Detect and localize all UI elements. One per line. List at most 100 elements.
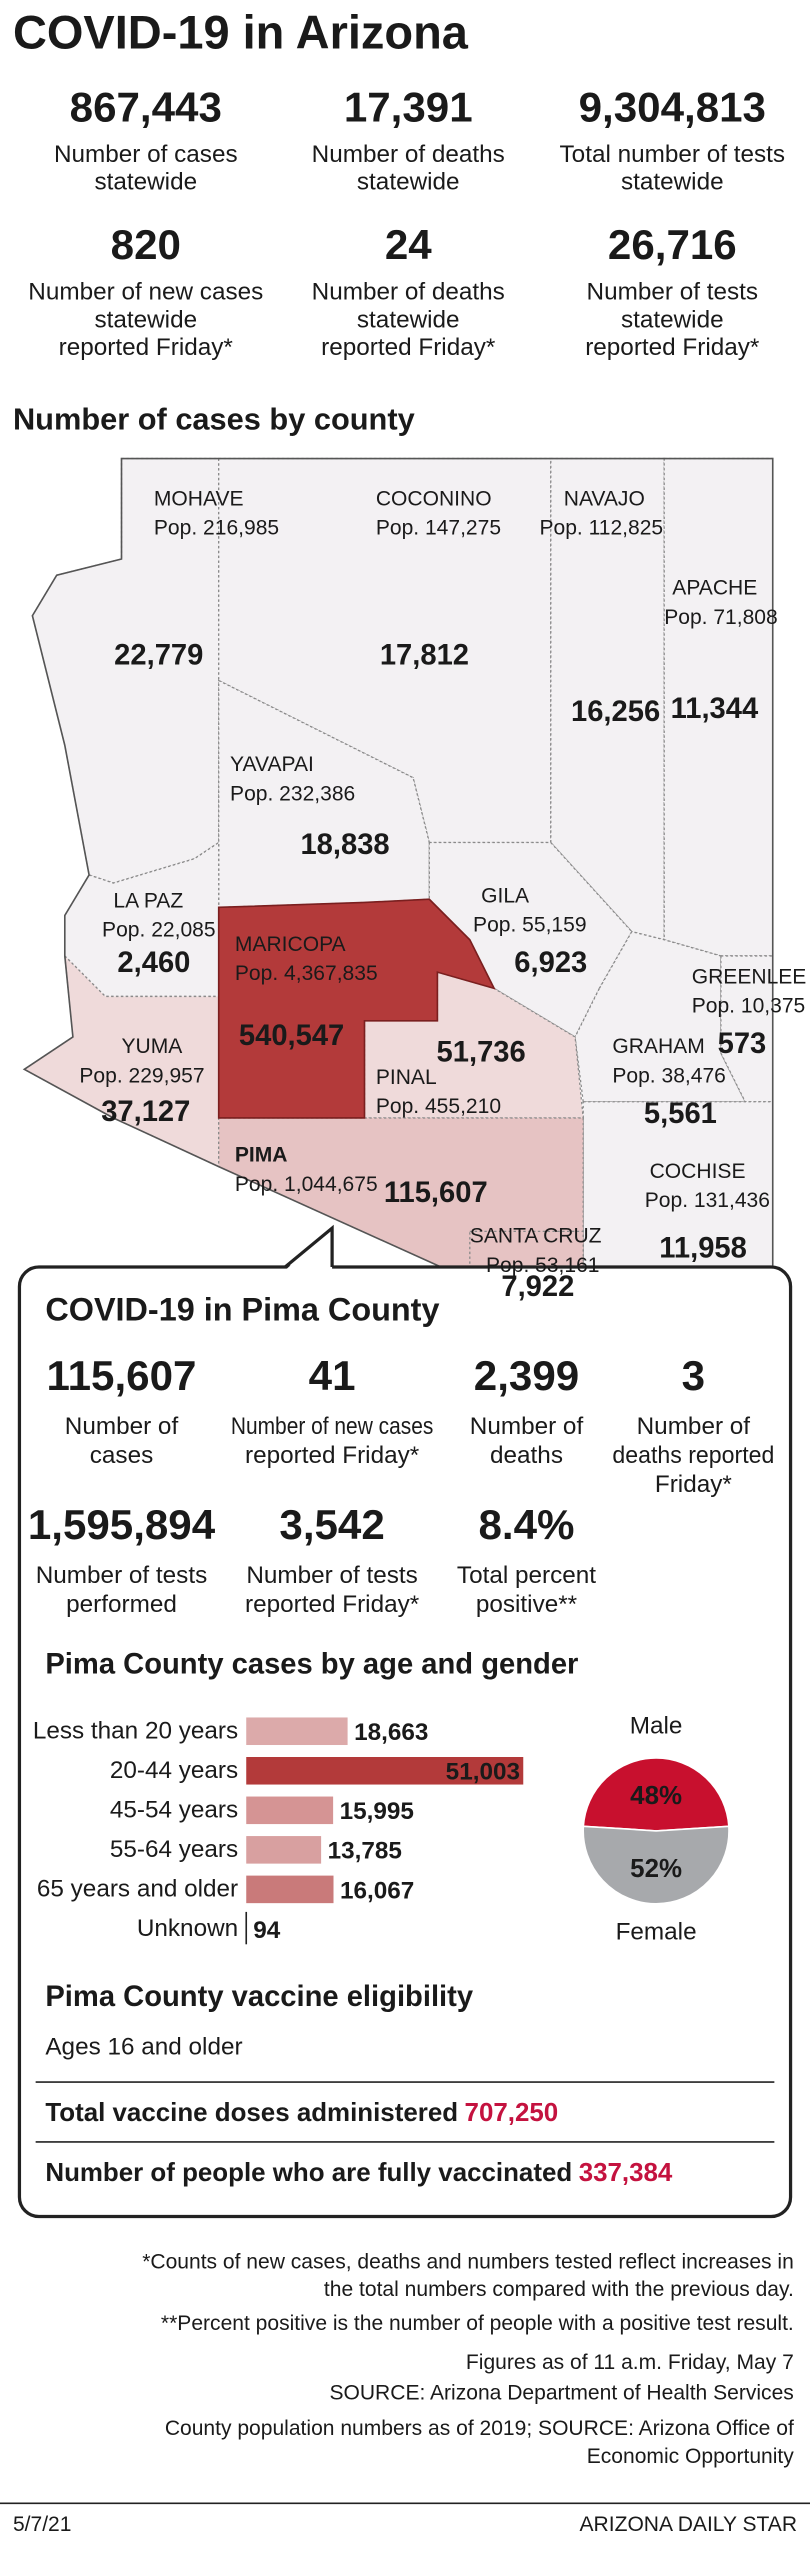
category-label: 65 years and older bbox=[37, 1876, 238, 1903]
value-label: 15,995 bbox=[340, 1798, 414, 1825]
stat-label: cases bbox=[90, 1442, 153, 1469]
footnote: *Counts of new cases, deaths and numbers… bbox=[142, 2250, 794, 2273]
county-population: Pop. 455,210 bbox=[376, 1095, 501, 1118]
county-name: GREENLEE bbox=[692, 965, 807, 988]
stat-value: 8.4% bbox=[479, 1501, 575, 1548]
county-shape bbox=[363, 971, 584, 1119]
county-name: APACHE bbox=[672, 577, 757, 600]
stat-label: Number of new cases bbox=[28, 279, 263, 306]
footnote: **Percent positive is the number of peop… bbox=[161, 2312, 794, 2335]
stat-label: Total percent bbox=[457, 1562, 596, 1589]
value-label: 51,003 bbox=[446, 1759, 520, 1786]
stat-label: statewide bbox=[94, 306, 197, 333]
stat-value: 3,542 bbox=[279, 1501, 384, 1548]
section-title: Pima County vaccine eligibility bbox=[45, 1981, 473, 2013]
stat-value: 41 bbox=[309, 1352, 356, 1399]
county-cases: 22,779 bbox=[114, 639, 203, 671]
stat-label: Number of bbox=[470, 1413, 584, 1440]
stat-value: 820 bbox=[111, 221, 181, 268]
panel-pointer-edge bbox=[284, 1224, 334, 1269]
category-label: 20-44 years bbox=[110, 1757, 238, 1784]
stat-label: Number of tests bbox=[587, 279, 758, 306]
stat-label: reported Friday* bbox=[321, 334, 496, 361]
footer-publisher: ARIZONA DAILY STAR bbox=[580, 2513, 798, 2536]
category-label: Unknown bbox=[137, 1915, 238, 1942]
bar bbox=[246, 1875, 334, 1904]
county-shape bbox=[582, 1101, 774, 1281]
category-label: 55-64 years bbox=[110, 1836, 238, 1863]
county-population: Pop. 229,957 bbox=[79, 1064, 204, 1087]
panel-box bbox=[17, 1265, 793, 2219]
page-title: COVID-19 in Arizona bbox=[13, 6, 469, 59]
county-name: YAVAPAI bbox=[230, 753, 314, 776]
county-cases: 115,607 bbox=[384, 1177, 488, 1209]
county-population: Pop. 10,375 bbox=[692, 995, 806, 1018]
county-cases: 540,547 bbox=[239, 1020, 344, 1052]
vaccine-label: Total vaccine doses administered bbox=[45, 2099, 458, 2127]
stat-label: Number of new cases bbox=[231, 1413, 434, 1440]
county-name: COCHISE bbox=[650, 1160, 746, 1183]
stat-label: Number of tests bbox=[246, 1562, 417, 1589]
chart-title: Pima County cases by age and gender bbox=[45, 1649, 578, 1681]
value-label: 94 bbox=[253, 1917, 281, 1944]
stat-label: Total number of tests bbox=[560, 141, 786, 168]
stat-label: deaths reported bbox=[612, 1442, 774, 1469]
stat-value: 867,443 bbox=[70, 84, 222, 131]
county-shape bbox=[31, 457, 220, 884]
county-population: Pop. 71,808 bbox=[664, 606, 778, 629]
vaccine-value: 337,384 bbox=[579, 2159, 673, 2187]
county-population: Pop. 4,367,835 bbox=[235, 962, 378, 985]
category-label: 45-54 years bbox=[110, 1797, 238, 1824]
legend-label: Female bbox=[616, 1918, 697, 1945]
vaccine-line: Total vaccine doses administered 707,250 bbox=[45, 2099, 558, 2127]
value-label: 16,067 bbox=[340, 1877, 414, 1904]
county-population: Pop. 147,275 bbox=[376, 517, 501, 540]
value-label: 52% bbox=[630, 1855, 682, 1883]
stat-label: statewide bbox=[621, 169, 724, 196]
footer-date: 5/7/21 bbox=[13, 2513, 72, 2536]
stat-label: Number of cases bbox=[54, 141, 238, 168]
footnote: Economic Opportunity bbox=[587, 2445, 795, 2468]
footnote: Figures as of 11 a.m. Friday, May 7 bbox=[466, 2351, 794, 2374]
pima-panel bbox=[17, 1224, 793, 2219]
stat-label: positive** bbox=[476, 1591, 578, 1618]
map-title: Number of cases by county bbox=[13, 401, 415, 436]
stat-value: 26,716 bbox=[608, 221, 737, 268]
county-name: MOHAVE bbox=[154, 488, 244, 511]
stat-label: statewide bbox=[621, 306, 724, 333]
bar bbox=[246, 1717, 348, 1746]
county-name: COCONINO bbox=[376, 488, 492, 511]
value-label: 18,663 bbox=[354, 1719, 428, 1746]
legend-label: Male bbox=[630, 1713, 683, 1740]
stat-value: 2,399 bbox=[474, 1352, 579, 1399]
county-population: Pop. 53,161 bbox=[486, 1254, 600, 1277]
stat-label: reported Friday* bbox=[59, 334, 234, 361]
vaccine-value: 707,250 bbox=[465, 2099, 559, 2127]
stat-value: 17,391 bbox=[344, 84, 473, 131]
stat-value: 1,595,894 bbox=[28, 1501, 216, 1548]
county-name: LA PAZ bbox=[113, 889, 183, 912]
county-population: Pop. 216,985 bbox=[154, 517, 279, 540]
footnote: County population numbers as of 2019; SO… bbox=[165, 2417, 794, 2440]
bar bbox=[246, 1796, 334, 1825]
footnote: SOURCE: Arizona Department of Health Ser… bbox=[329, 2382, 793, 2405]
stat-label: reported Friday* bbox=[245, 1591, 420, 1618]
pie-slice bbox=[582, 1825, 730, 1905]
county-cases: 2,460 bbox=[117, 947, 190, 979]
county-population: Pop. 22,085 bbox=[102, 919, 216, 942]
county-name: PINAL bbox=[376, 1066, 437, 1089]
category-label: Less than 20 years bbox=[33, 1718, 238, 1745]
stat-label: reported Friday* bbox=[585, 334, 760, 361]
county-name: SANTA CRUZ bbox=[470, 1225, 602, 1248]
county-name: GRAHAM bbox=[612, 1035, 704, 1058]
stat-label: reported Friday* bbox=[245, 1442, 420, 1469]
county-population: Pop. 38,476 bbox=[612, 1064, 726, 1087]
stat-label: statewide bbox=[357, 306, 460, 333]
vaccine-line: Number of people who are fully vaccinate… bbox=[45, 2159, 673, 2187]
county-population: Pop. 112,825 bbox=[539, 517, 663, 540]
pie-slice bbox=[582, 1757, 730, 1832]
county-name: NAVAJO bbox=[564, 488, 645, 511]
stat-value: 9,304,813 bbox=[579, 84, 766, 131]
